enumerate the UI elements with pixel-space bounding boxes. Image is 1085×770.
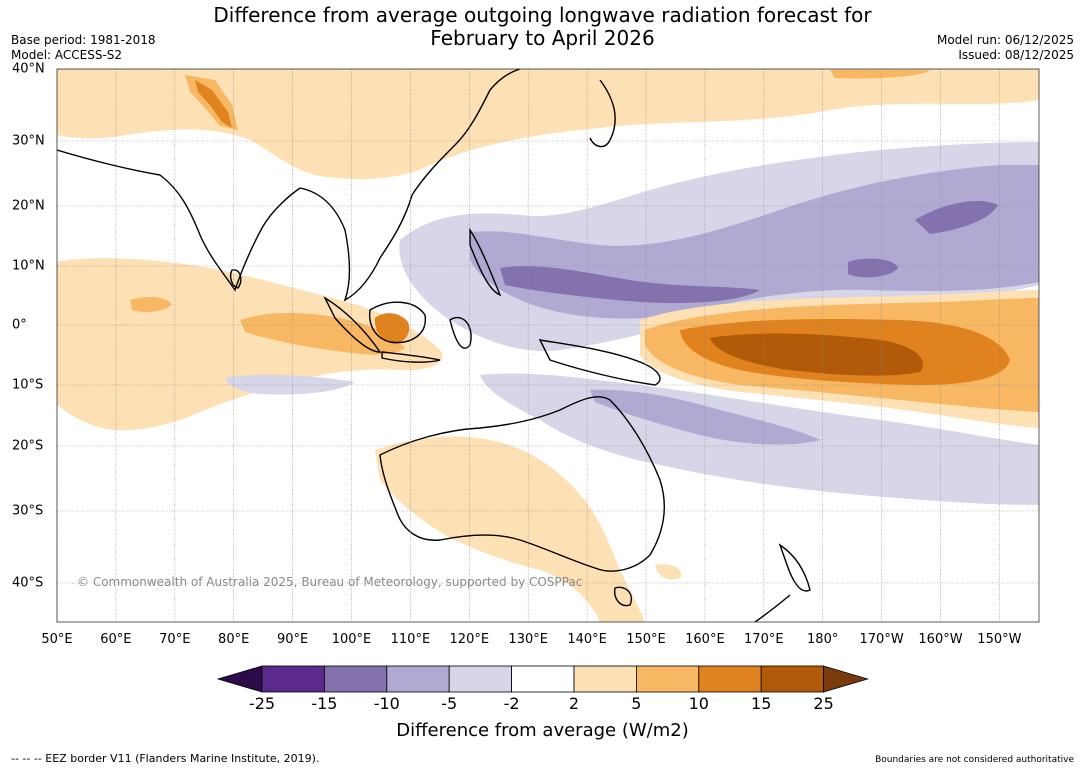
colorbar-tick-label: -15 xyxy=(311,694,338,713)
colorbar-tick-label: -10 xyxy=(373,694,400,713)
anomaly-west-io-mod xyxy=(130,296,172,312)
coast-borneo xyxy=(368,301,426,344)
longitude-label: 110°E xyxy=(390,632,431,647)
anomaly-tasman xyxy=(655,564,681,580)
latitude-label: 30°S xyxy=(12,503,44,519)
title-line-1: Difference from average outgoing longwav… xyxy=(213,3,872,27)
coast-se-asia xyxy=(299,187,413,302)
latitude-label: 0° xyxy=(12,317,27,333)
latitude-label: 20°S xyxy=(12,438,44,454)
anomaly-indian-south-purple xyxy=(225,374,355,395)
colorbar-tick-label: 25 xyxy=(813,694,834,713)
colorbar-tick-label: 10 xyxy=(688,694,709,713)
boundaries-disclaimer: Boundaries are not considered authoritat… xyxy=(875,755,1074,765)
anomaly-himalaya-strong xyxy=(195,80,232,128)
coast-china xyxy=(411,69,521,196)
longitude-label: 150°E xyxy=(626,632,666,647)
latitude-label: 40°N xyxy=(12,61,45,77)
coast-new-zealand-north xyxy=(778,543,811,592)
longitude-label: 70°E xyxy=(159,632,191,647)
longitude-label: 140°E xyxy=(567,632,607,647)
colorbar-label: Difference from average (W/m2) xyxy=(396,720,689,741)
coast-philippines xyxy=(469,227,502,297)
colorbar-tick-label: 15 xyxy=(751,694,772,713)
latitude-label: 10°N xyxy=(12,258,45,274)
anomaly-north-band xyxy=(57,69,1039,180)
coast-sri-lanka xyxy=(229,269,242,289)
longitude-label: 170°E xyxy=(744,632,784,647)
longitude-label: 160°E xyxy=(685,632,725,647)
latitude-label: 20°N xyxy=(12,198,45,214)
colorbar-tick-label: 2 xyxy=(568,694,580,713)
longitude-label: 90°E xyxy=(276,632,309,647)
anomaly-hawaii-purple xyxy=(915,200,998,234)
longitude-label: 80°E xyxy=(218,632,250,647)
map-title: Difference from average outgoing longwav… xyxy=(0,4,1085,50)
longitude-label: 180° xyxy=(807,632,839,647)
anomaly-borneo-strong xyxy=(374,313,410,344)
longitude-label: 150°W xyxy=(977,632,1022,647)
latitude-label: 30°N xyxy=(12,133,45,149)
coast-australia xyxy=(379,396,665,572)
meta-left: Base period: 1981-2018 Model: ACCESS-S2 xyxy=(11,33,156,63)
coast-tasmania xyxy=(613,586,632,607)
model-name: Model: ACCESS-S2 xyxy=(11,48,123,62)
colorbar-tick-label: -2 xyxy=(503,694,520,713)
latitude-label: 40°S xyxy=(12,575,44,591)
coastlines xyxy=(57,69,811,622)
longitude-label: 130°E xyxy=(508,632,548,647)
eez-border-note: -- -- -- EEZ border V11 (Flanders Marine… xyxy=(11,752,320,765)
longitude-label: 160°W xyxy=(918,632,963,647)
coast-japan xyxy=(589,79,616,148)
issued-date: Issued: 08/12/2025 xyxy=(958,48,1074,62)
colorbar-tick-label: -5 xyxy=(441,694,458,713)
title-line-2: February to April 2026 xyxy=(430,26,655,50)
anomaly-north-mod xyxy=(830,70,930,79)
anomaly-central-pacific-purple xyxy=(848,258,898,278)
latitude-label: 10°S xyxy=(12,377,44,393)
anomaly-australia xyxy=(375,436,645,622)
longitude-label: 50°E xyxy=(41,632,73,647)
coast-india xyxy=(57,149,301,292)
base-period: Base period: 1981-2018 xyxy=(11,33,156,47)
coast-new-zealand-south xyxy=(754,594,791,622)
map-frame xyxy=(56,68,1040,623)
coast-java xyxy=(381,351,441,363)
longitude-label: 120°E xyxy=(449,632,490,647)
colorbar-tick-label: 5 xyxy=(631,694,642,713)
longitude-label: 100°E xyxy=(331,632,372,647)
colorbar-tick-label: -25 xyxy=(248,694,276,713)
copyright-notice: © Commonwealth of Australia 2025, Bureau… xyxy=(77,575,583,589)
coast-sumatra xyxy=(323,296,382,353)
coast-sulawesi xyxy=(449,317,472,349)
anomaly-eq-pacific-very-strong xyxy=(710,333,924,376)
anomaly-pacific-strong-purple xyxy=(500,266,760,304)
model-run: Model run: 06/12/2025 xyxy=(936,33,1074,47)
meta-right: Model run: 06/12/2025 Issued: 08/12/2025 xyxy=(937,33,1074,63)
anomaly-sumatra-mod xyxy=(240,313,405,355)
coast-new-guinea xyxy=(538,339,661,386)
longitude-label: 60°E xyxy=(100,632,132,647)
longitude-label: 170°W xyxy=(859,632,904,647)
